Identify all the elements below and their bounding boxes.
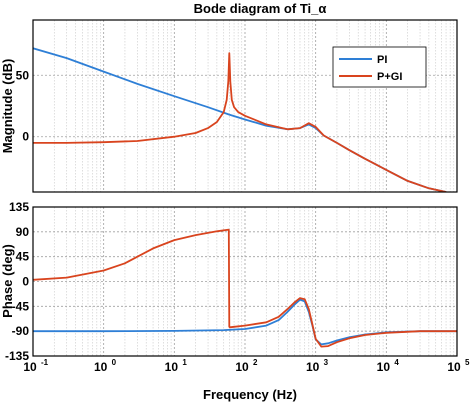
phase-axis-label: Phase (deg) [0, 244, 15, 318]
x-tick-label: 10 [94, 360, 108, 374]
x-tick-exponent: 1 [182, 358, 187, 367]
legend-entry: P+GI [377, 71, 402, 83]
magnitude-frame [32, 19, 458, 193]
frequency-axis-label: Frequency (Hz) [203, 387, 297, 402]
legend-box [332, 46, 427, 88]
x-tick-label: 10 [306, 360, 320, 374]
magnitude-grid [32, 20, 458, 192]
x-tick-label: 10 [165, 360, 179, 374]
x-tick-label: 10 [235, 360, 249, 374]
series-line-p-gi [33, 52, 447, 192]
phase-series [33, 228, 457, 348]
legend: PI P+GI [332, 46, 427, 88]
x-tick-exponent: -1 [41, 358, 49, 367]
series-line-p-gi [33, 228, 457, 348]
phase-y-tick-label: -45 [12, 299, 30, 313]
x-tick-label: 10 [447, 360, 461, 374]
x-tick-exponent: 5 [465, 358, 470, 367]
chart-title: Bode diagram of Ti_α [194, 1, 327, 16]
phase-grid [32, 206, 458, 357]
magnitude-y-tick-label: 0 [22, 130, 29, 144]
legend-entry: PI [377, 54, 387, 66]
phase-frame [32, 206, 458, 357]
phase-y-tick-label: 135 [9, 200, 29, 214]
x-tick-exponent: 4 [394, 358, 399, 367]
phase-y-tick-label: 90 [16, 225, 30, 239]
phase-y-tick-label: -135 [5, 349, 29, 363]
x-tick-label: 10 [377, 360, 391, 374]
magnitude-panel: 0 50 [16, 19, 458, 193]
phase-y-tick-label: -90 [12, 324, 30, 338]
x-tick-exponent: 0 [112, 358, 117, 367]
magnitude-axis-label: Magnitude (dB) [0, 59, 15, 154]
x-tick-exponent: 3 [324, 358, 329, 367]
magnitude-y-tick-label: 50 [16, 68, 30, 82]
x-tick-label: 10 [23, 360, 37, 374]
phase-y-tick-label: 45 [16, 250, 30, 264]
magnitude-series [33, 47, 447, 192]
phase-y-tick-label: 0 [22, 275, 29, 289]
x-tick-exponent: 2 [253, 358, 258, 367]
